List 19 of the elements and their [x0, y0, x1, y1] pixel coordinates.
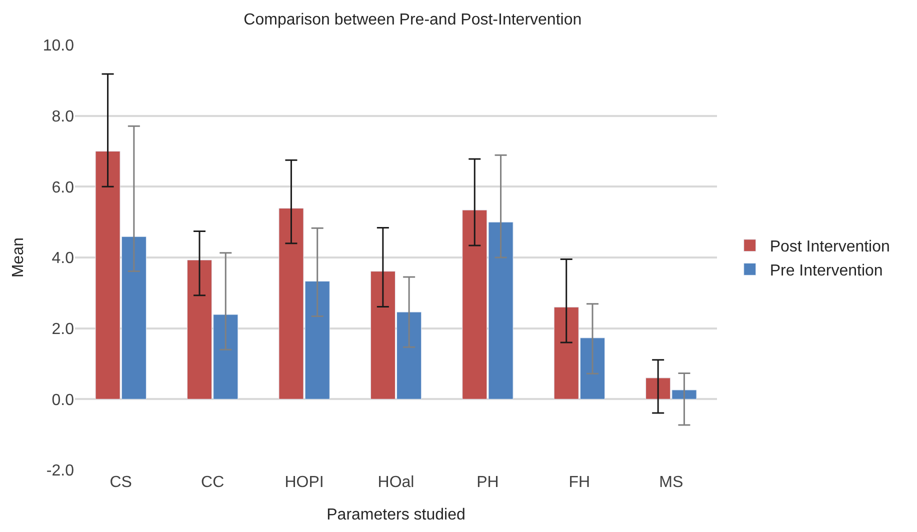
y-tick-label: 6.0 [52, 179, 74, 196]
x-tick-label: MS [659, 474, 684, 491]
y-tick-label: -2.0 [46, 462, 74, 480]
y-axis-title: Mean [10, 237, 27, 278]
x-tick-label: HOPI [284, 474, 324, 491]
x-tick-label: FH [568, 474, 590, 491]
x-tick-label: CS [110, 474, 132, 491]
y-tick-label: 0.0 [52, 392, 74, 409]
x-tick-label: PH [476, 474, 499, 491]
chart-title: Comparison between Pre-and Post-Intervention [244, 12, 582, 28]
x-tick-label: CC [201, 474, 224, 491]
x-axis-title: Parameters studied [326, 506, 466, 524]
y-tick-label: 8.0 [52, 108, 74, 126]
y-tick-label: 10.0 [42, 38, 74, 55]
legend-label: Pre Intervention [770, 262, 883, 280]
legend-label: Post Intervention [770, 238, 890, 256]
x-tick-label: HOal [378, 474, 414, 491]
y-tick-label: 4.0 [52, 250, 74, 268]
y-tick-label: 2.0 [52, 320, 74, 338]
